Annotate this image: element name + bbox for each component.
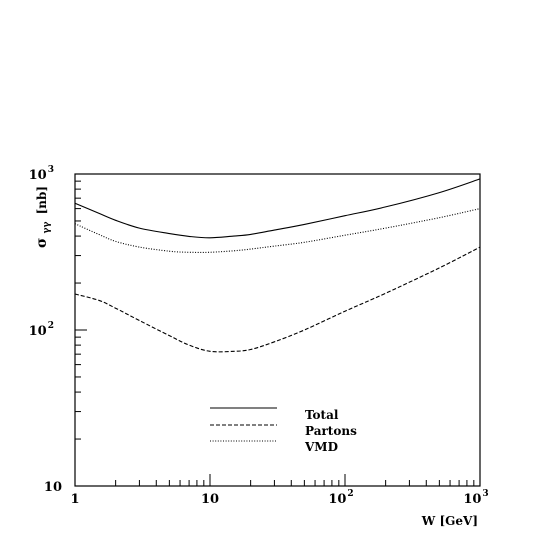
- x-axis-title: W [GeV]: [421, 514, 478, 528]
- x-tick-label: 102: [328, 489, 353, 507]
- legend: Total Partons VMD: [210, 407, 357, 454]
- tick-labels: 1 10 102 103 10 102 103: [29, 165, 489, 507]
- legend-label-vmd: VMD: [304, 440, 338, 454]
- series-line-total: [74, 178, 481, 239]
- axis-ticks: [74, 180, 475, 487]
- plot-frame: [74, 173, 481, 487]
- series-line-vmd: [74, 208, 481, 253]
- y-tick-label: 10: [44, 480, 62, 495]
- series-line-partons: [74, 246, 481, 353]
- legend-label-partons: Partons: [305, 424, 357, 438]
- series-lines: [74, 178, 481, 353]
- x-tick-label: 1: [70, 492, 79, 507]
- y-tick-label: 103: [29, 165, 54, 183]
- legend-label-total: Total: [305, 408, 339, 422]
- y-axis-title: σ γγ [nb]: [34, 186, 52, 248]
- x-tick-label: 10: [201, 492, 219, 507]
- y-axis-symbol: σ: [34, 238, 50, 248]
- x-tick-label: 103: [463, 489, 488, 507]
- y-axis-subscript: γγ: [42, 222, 52, 234]
- y-tick-label: 102: [29, 321, 54, 339]
- y-axis-unit: [nb]: [35, 186, 49, 214]
